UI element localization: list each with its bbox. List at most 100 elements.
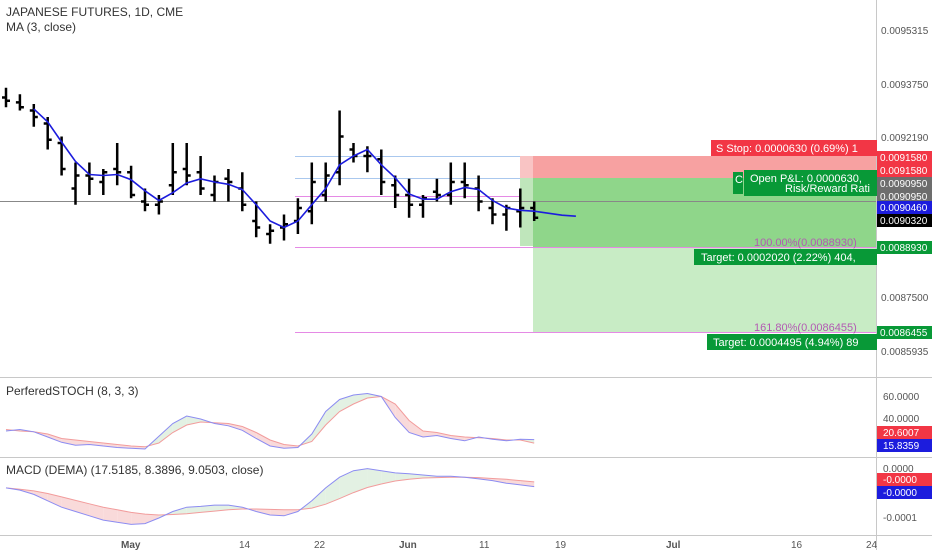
stoch-tick: 60.0000 xyxy=(883,392,920,403)
pane-fill-segment xyxy=(228,505,243,510)
pane-fill-segment xyxy=(325,399,340,425)
ohlc-bar xyxy=(252,201,261,238)
svg-text:20.6007: 20.6007 xyxy=(883,428,920,439)
svg-text:0.0090950: 0.0090950 xyxy=(880,179,928,190)
ohlc-bar xyxy=(85,162,94,195)
pane-fill-segment xyxy=(47,493,62,508)
target-2-text: Target: 0.0004495 (4.94%) 89 xyxy=(713,337,859,349)
svg-text:0.0088930: 0.0088930 xyxy=(880,243,928,254)
stop-tag[interactable]: S Stop: 0.0000630 (0.69%) 1 xyxy=(711,140,877,156)
time-label: 11 xyxy=(479,540,490,550)
pane-fill-segment xyxy=(103,507,118,523)
ohlc-bar xyxy=(224,169,233,202)
ohlc-bar xyxy=(15,94,24,111)
pnl-box[interactable]: C Open P&L: 0.0000630, Risk/Reward Rati xyxy=(733,170,877,196)
macd-tag-1: -0.0000 xyxy=(877,473,932,486)
price-tick: 0.0095315 xyxy=(881,26,929,37)
ohlc-bar xyxy=(474,175,483,212)
ohlc-bar xyxy=(196,156,205,195)
target-2-tag[interactable]: Target: 0.0004495 (4.94%) 89 xyxy=(707,334,877,350)
chart-title: JAPANESE FUTURES, 1D, CME xyxy=(6,5,183,19)
ohlc-bar xyxy=(349,143,358,163)
ohlc-bar xyxy=(182,143,191,186)
ohlc-bar xyxy=(127,165,136,199)
pane-fill-segment xyxy=(492,478,507,484)
pnl-prefix: C xyxy=(735,174,743,186)
time-label: 24 xyxy=(866,540,878,550)
macd-line xyxy=(5,468,535,525)
pane-fill-segment xyxy=(200,505,215,513)
target-1-text: Target: 0.0002020 (2.22%) 404, xyxy=(701,252,856,264)
ohlc-bar xyxy=(210,175,219,202)
fib-161-label: 161.80%(0.0086455) xyxy=(754,322,857,334)
ohlc-bar xyxy=(446,162,455,205)
pane-fill-segment xyxy=(339,470,354,499)
pane-fill-segment xyxy=(395,404,410,433)
stop-tag-text: S Stop: 0.0000630 (0.69%) 1 xyxy=(716,143,858,155)
ohlc-bar xyxy=(29,104,38,127)
target-1-price-tag: 0.0088930 xyxy=(877,241,932,254)
pane-fill-segment xyxy=(158,423,173,443)
pane-fill-segment xyxy=(172,507,187,515)
svg-text:-0.0000: -0.0000 xyxy=(883,475,917,486)
pane-fill-segment xyxy=(186,506,201,514)
macd-pane[interactable] xyxy=(5,468,535,525)
ohlc-bar xyxy=(405,178,414,218)
entry-price-tag: 0.0090950 0.0090950 xyxy=(877,177,932,203)
risk-reward-text: Risk/Reward Rati xyxy=(785,183,870,195)
ma-line-group xyxy=(33,108,576,229)
pane-fill-segment xyxy=(311,487,326,509)
time-label: Jul xyxy=(666,540,681,550)
k-line xyxy=(5,392,535,450)
time-label: 22 xyxy=(314,540,326,550)
pane-fill-segment xyxy=(256,509,271,515)
macd-tick: 0.0000 xyxy=(883,464,914,475)
price-tick: 0.0085935 xyxy=(881,347,929,358)
svg-text:0.0091580: 0.0091580 xyxy=(880,153,928,164)
svg-text:0.0090320: 0.0090320 xyxy=(880,216,928,227)
pane-fill-segment xyxy=(214,505,229,512)
target-zone-1-prior xyxy=(520,178,533,246)
pane-fill-segment xyxy=(33,490,48,501)
pane-fill-segment xyxy=(409,420,423,437)
stoch-title: PerferedSTOCH (8, 3, 3) xyxy=(6,384,139,398)
ohlc-bar xyxy=(516,188,525,228)
last-price-tag: 0.0090460 0.0090320 xyxy=(877,201,932,227)
pane-fill-segment xyxy=(436,432,451,439)
pane-fill-segment xyxy=(353,393,368,404)
svg-text:0.0091580: 0.0091580 xyxy=(880,166,928,177)
price-tick: 0.0087500 xyxy=(881,293,929,304)
stop-zone-prior xyxy=(520,156,533,178)
pane-fill-segment xyxy=(89,441,104,446)
pane-fill-segment xyxy=(270,509,284,516)
stoch-pane[interactable] xyxy=(5,392,535,450)
pane-fill-segment xyxy=(75,500,90,516)
time-label: Jun xyxy=(399,540,417,550)
stoch-tick: 40.0000 xyxy=(883,414,920,425)
time-label: 16 xyxy=(791,540,803,550)
ma-indicator-label: MA (3, close) xyxy=(6,20,76,34)
svg-text:15.8359: 15.8359 xyxy=(883,441,920,452)
ohlc-bar xyxy=(113,143,122,186)
pane-fill-segment xyxy=(353,468,368,493)
ohlc-bar xyxy=(141,188,149,212)
target-1-tag[interactable]: Target: 0.0002020 (2.22%) 404, xyxy=(694,249,877,265)
time-axis[interactable]: May 14 22 Jun 11 19 Jul 16 24 xyxy=(121,540,878,551)
ohlc-bar xyxy=(307,162,316,225)
ma-line xyxy=(33,108,576,229)
pane-fill-segment xyxy=(381,470,396,484)
time-label: May xyxy=(121,540,141,550)
ohlc-bar xyxy=(488,198,497,225)
signal-line xyxy=(5,476,535,516)
macd-tag-2: -0.0000 xyxy=(877,486,932,499)
pane-fill-segment xyxy=(367,468,382,488)
ohlc-bar xyxy=(293,198,302,234)
pane-fill-segment xyxy=(311,411,326,442)
ohlc-bar xyxy=(266,224,275,244)
time-label: 19 xyxy=(555,540,567,550)
price-tick: 0.0093750 xyxy=(881,80,929,91)
ohlc-bars[interactable] xyxy=(2,87,539,244)
ohlc-bar xyxy=(71,162,80,205)
